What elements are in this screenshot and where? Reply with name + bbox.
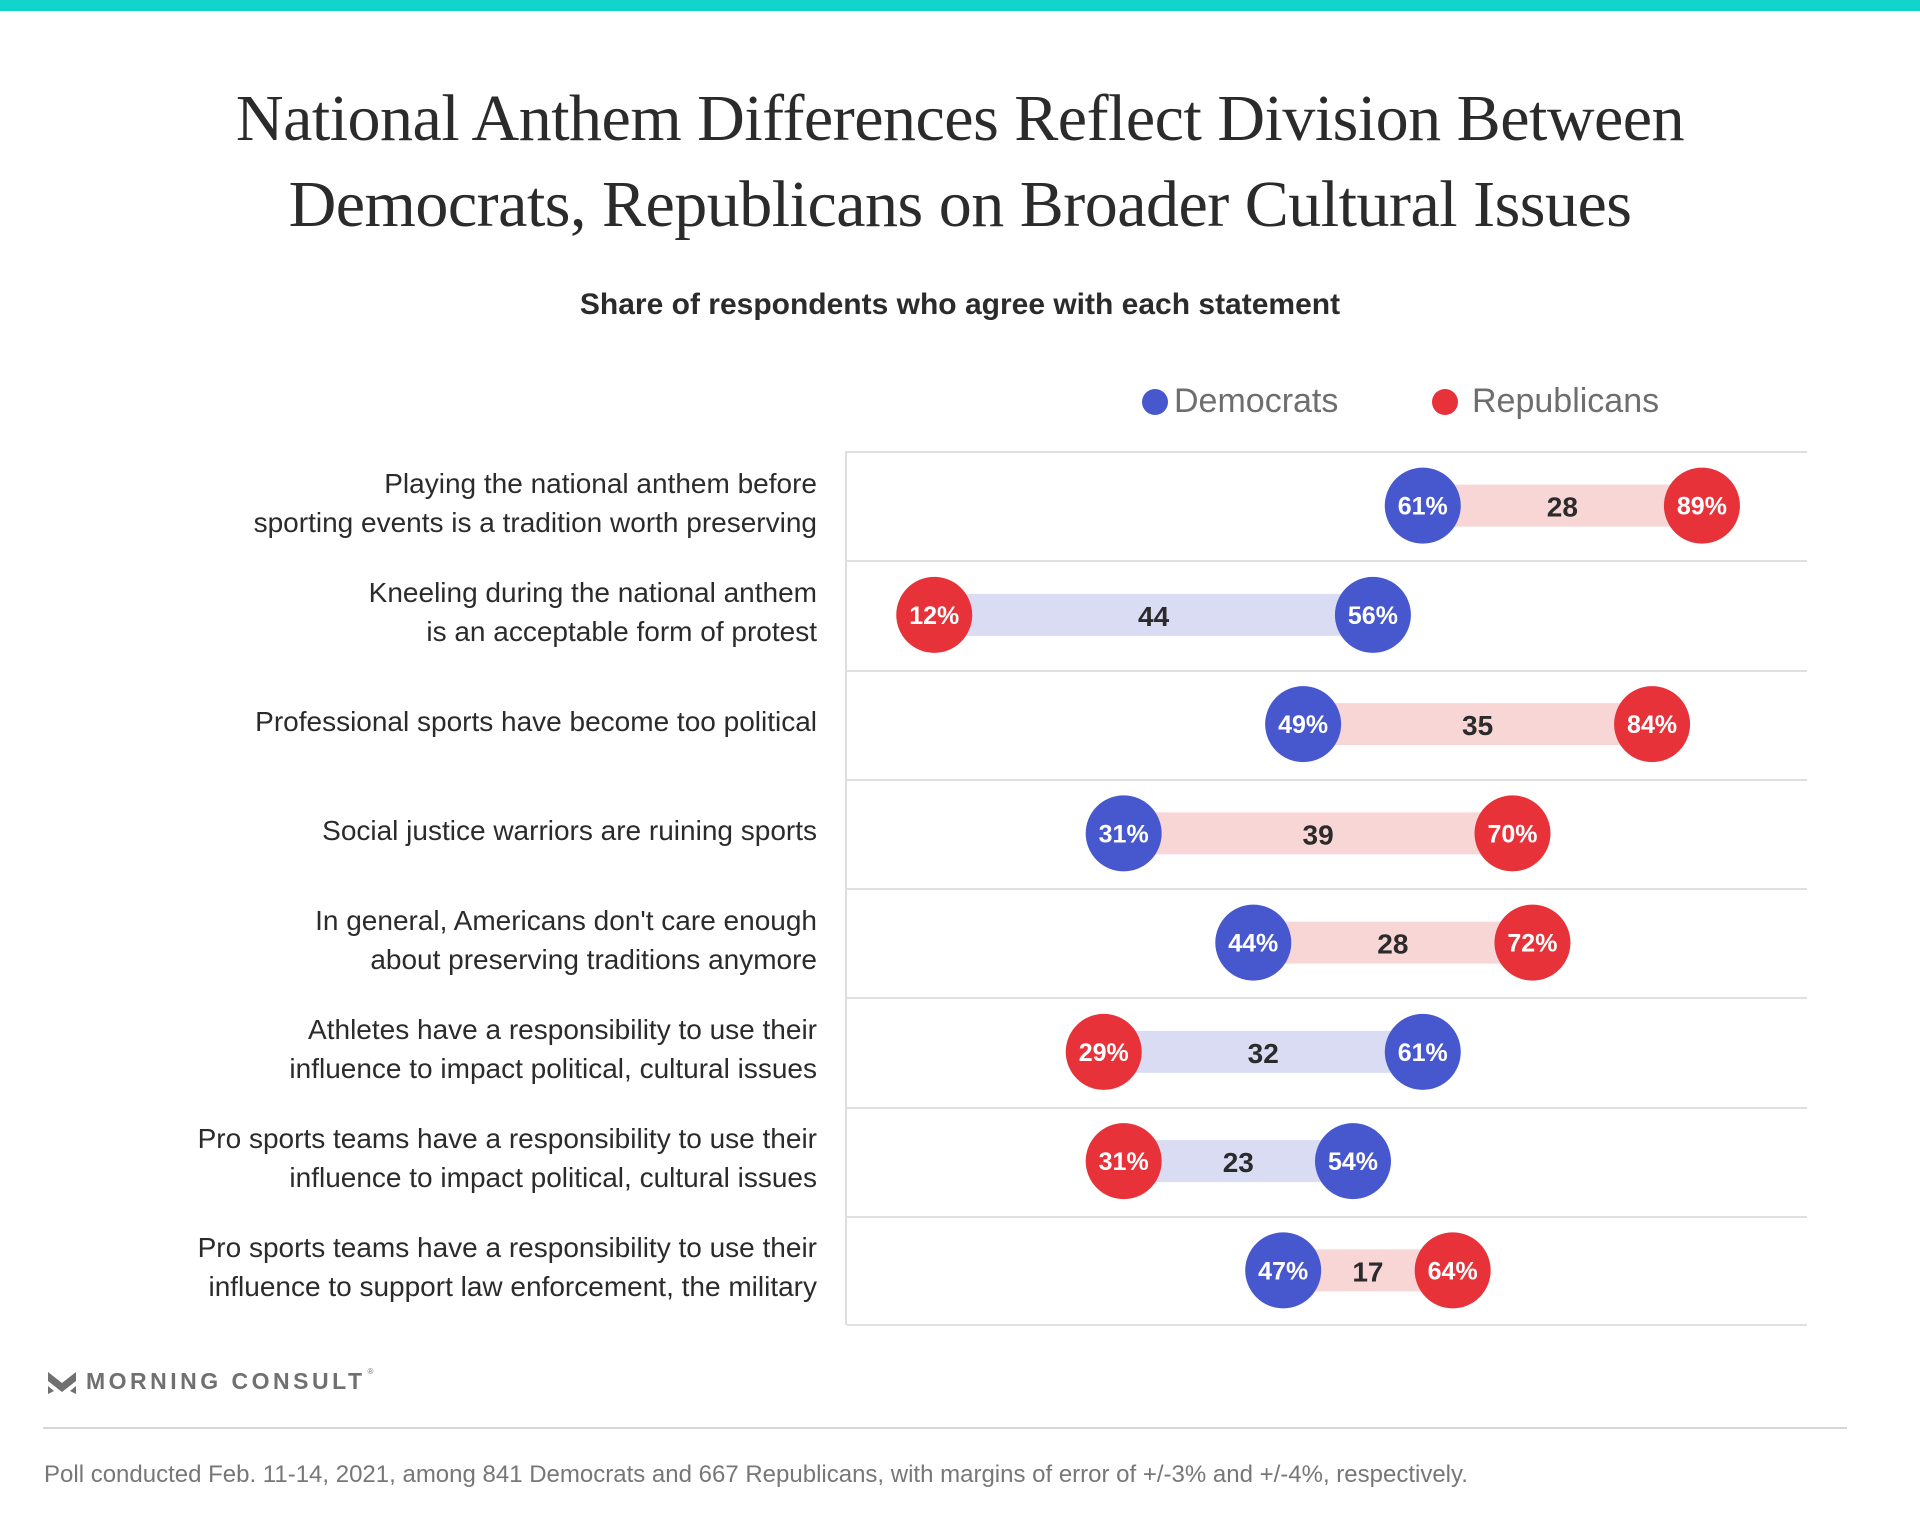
row-label-line: Pro sports teams have a responsibility t… [197, 1232, 817, 1264]
republicans-dot [1414, 1232, 1491, 1309]
republicans-value-label: 12% [909, 602, 959, 630]
row-label-line: Social justice warriors are ruining spor… [322, 814, 817, 846]
row-label-line: Pro sports teams have a responsibility t… [197, 1123, 817, 1155]
row-label: Playing the national anthem before sporti… [57, 464, 817, 542]
democrats-dot [1334, 576, 1411, 653]
democrats-dot [1384, 1013, 1461, 1090]
republicans-value-label: 29% [1079, 1039, 1129, 1067]
row-gridline [847, 778, 1807, 781]
gap-bar [934, 593, 1373, 636]
gap-label: 32 [1248, 1038, 1279, 1069]
chart-title-line-1: National Anthem Differences Reflect Divi… [235, 82, 1685, 155]
republicans-dot [1494, 904, 1571, 981]
democrats-value-label: 44% [1228, 930, 1278, 958]
republicans-value-label: 84% [1627, 711, 1677, 739]
row-gridline [847, 1106, 1807, 1109]
gap-label: 28 [1547, 492, 1578, 523]
row-gridline [847, 1215, 1807, 1218]
row-label-line: Athletes have a responsibility to use th… [308, 1013, 817, 1045]
row-label: Pro sports teams have a responsibility t… [57, 1119, 817, 1197]
row-label-line: influence to impact political, cultural … [289, 1162, 817, 1194]
morning-consult-logo: MORNING CONSULT ® [48, 1367, 374, 1395]
footer-divider [43, 1427, 1847, 1429]
democrats-dot [1215, 904, 1292, 981]
top-accent-bar [0, 0, 1920, 11]
republicans-dot [1663, 467, 1740, 544]
gap-bar [1303, 703, 1653, 746]
gap-bar [1123, 1140, 1353, 1183]
row-label-line: is an acceptable form of protest [426, 615, 817, 647]
gap-bar [1123, 812, 1513, 855]
row-gridline [847, 997, 1807, 1000]
legend-dot-democrats-icon [1142, 388, 1168, 415]
republicans-dot [1474, 795, 1551, 872]
gap-label: 23 [1223, 1147, 1254, 1178]
plot-area: 28 61% 89% 44 56% 12% 35 49% 84% 39 31% 70% 28 44% 72%… [845, 451, 1807, 1326]
gap-label: 17 [1352, 1256, 1383, 1287]
republicans-dot [896, 576, 973, 653]
gap-bar [1422, 484, 1702, 527]
democrats-dot [1314, 1123, 1391, 1200]
gap-bar [1253, 921, 1533, 964]
legend-item-democrats: Democrats [1142, 382, 1338, 421]
legend-label-republicans: Republicans [1472, 382, 1660, 420]
democrats-dot [1384, 467, 1461, 544]
row-label: In general, Americans don't care enough a… [57, 901, 817, 979]
gap-bar [1103, 1030, 1423, 1073]
democrats-value-label: 61% [1398, 1039, 1448, 1067]
row-gridline [847, 451, 1807, 453]
republicans-dot [1085, 1123, 1162, 1200]
gap-label: 39 [1303, 819, 1334, 850]
chart-title: National Anthem Differences Reflect Divi… [0, 76, 1920, 248]
logo-text: MORNING CONSULT [86, 1368, 366, 1394]
row-label-line: Playing the national anthem before [384, 467, 817, 499]
legend-dot-republicans-icon [1432, 388, 1458, 415]
row-gridline [847, 888, 1807, 890]
row-gridline [847, 560, 1807, 563]
democrats-value-label: 49% [1278, 711, 1328, 739]
gap-label: 44 [1138, 601, 1170, 632]
chart-subtitle: Share of respondents who agree with each… [579, 288, 1341, 321]
row-label: Kneeling during the national anthem is an… [57, 573, 817, 651]
democrats-value-label: 47% [1258, 1257, 1308, 1285]
democrats-value-label: 61% [1398, 493, 1448, 521]
footer-note: Poll conducted Feb. 11-14, 2021, among 8… [44, 1461, 1468, 1488]
row-label: Professional sports have become too poli… [57, 702, 817, 741]
row-label: Pro sports teams have a responsibility t… [57, 1228, 817, 1306]
row-label: Social justice warriors are ruining spor… [57, 811, 817, 850]
legend-label-democrats: Democrats [1174, 382, 1339, 420]
republicans-value-label: 64% [1428, 1257, 1478, 1285]
morning-consult-chevron-icon [48, 1371, 76, 1394]
democrats-value-label: 54% [1328, 1148, 1378, 1176]
row-label-line: Kneeling during the national anthem [368, 576, 817, 608]
republicans-value-label: 31% [1099, 1148, 1149, 1176]
gap-label: 28 [1377, 929, 1408, 960]
republicans-value-label: 72% [1507, 930, 1557, 958]
row-label-line: In general, Americans don't care enough [315, 904, 817, 936]
democrats-value-label: 56% [1348, 602, 1398, 630]
democrats-dot [1265, 686, 1342, 763]
row-gridline [847, 669, 1807, 672]
democrats-dot [1085, 795, 1162, 872]
row-label-line: about preserving traditions anymore [370, 943, 817, 975]
gap-label: 35 [1462, 710, 1493, 741]
row-label: Athletes have a responsibility to use th… [57, 1010, 817, 1088]
chart-title-line-2: Democrats, Republicans on Broader Cultur… [288, 168, 1632, 241]
row-gridline [847, 1324, 1807, 1326]
row-label-line: Professional sports have become too poli… [255, 705, 817, 737]
republicans-dot [1065, 1013, 1142, 1090]
row-label-line: sporting events is a tradition worth pre… [253, 506, 817, 538]
democrats-value-label: 31% [1099, 820, 1149, 848]
row-label-line: influence to support law enforcement, th… [208, 1271, 817, 1303]
republicans-value-label: 70% [1487, 820, 1537, 848]
row-label-line: influence to impact political, cultural … [289, 1052, 817, 1084]
republicans-dot [1614, 686, 1691, 763]
legend-item-republicans: Republicans [1432, 382, 1659, 421]
dumbbell-marks: 28 61% 89% 44 56% 12% 35 49% 84% 39 31% 70% 28 44% 72%… [896, 467, 1740, 1309]
republicans-value-label: 89% [1677, 493, 1727, 521]
democrats-dot [1245, 1232, 1322, 1309]
logo-registered-mark: ® [367, 1367, 374, 1376]
